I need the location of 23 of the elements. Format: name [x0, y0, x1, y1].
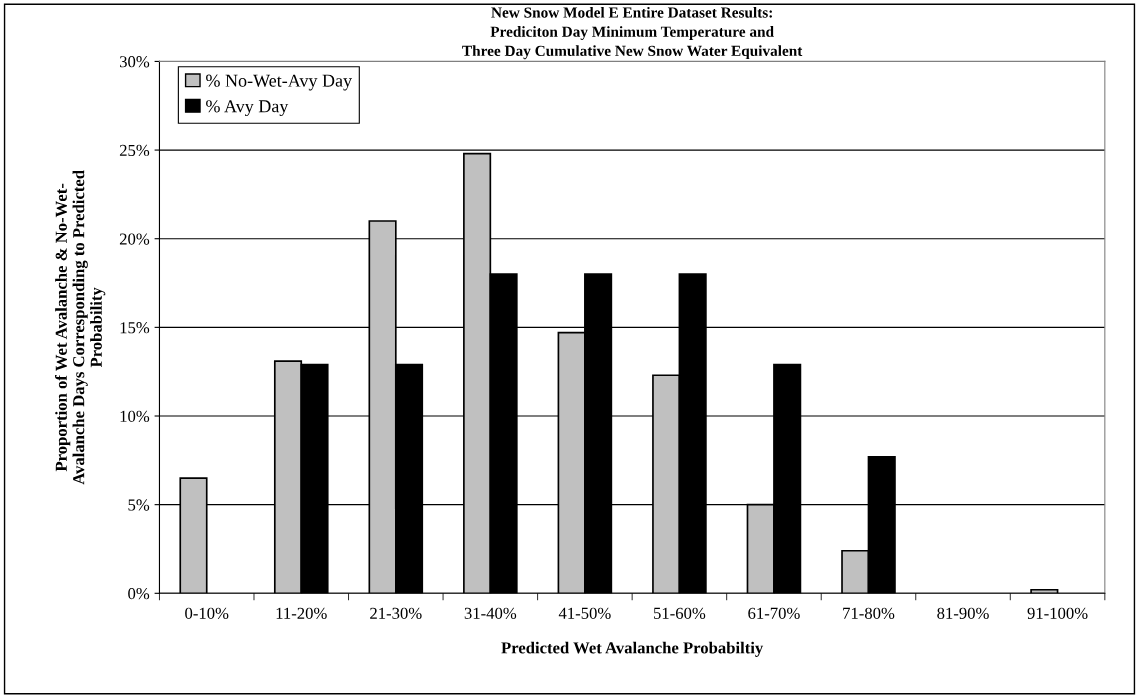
y-tick-label: 15% [120, 322, 150, 334]
x-tick-label: 71-80% [843, 607, 895, 619]
x-tick-label: 11-20% [276, 607, 327, 619]
y-axis-title: Proportion of Wet Avalanche & No-Wet- Avalanche Days Corresponding to Predicted Probability [54, 170, 106, 485]
chart-title: New Snow Model E Entire Dataset Results: Prediciton Day Minimum Temperature and Three Day Cumulative New Snow Water Equivalent [462, 6, 803, 60]
x-tick-label: 41-50% [558, 607, 611, 619]
x-tick-label: 81-90% [937, 607, 989, 619]
x-tick-label: 61-70% [748, 607, 800, 619]
y-tick-label: 30% [119, 56, 150, 68]
x-tick-label: 91-100% [1027, 607, 1088, 619]
bar [1030, 588, 1059, 594]
x-tick-label: 31-40% [464, 607, 517, 619]
x-axis-title: Predicted Wet Avalanche Probabiltiy [501, 641, 764, 657]
x-tick-label: 21-30% [370, 607, 422, 619]
y-tick-label: 0% [128, 588, 150, 600]
y-tick-label: 10% [120, 410, 150, 423]
x-tick-label: 0-10% [185, 607, 229, 619]
y-tick-label: 5% [128, 499, 150, 511]
y-tick-label: 25% [119, 144, 150, 157]
legend-label: % Avy Day [206, 100, 289, 117]
legend-label: % No-Wet-Avy Day [206, 74, 353, 91]
y-tick-label: 20% [119, 233, 150, 245]
x-tick-label: 51-60% [654, 607, 706, 619]
